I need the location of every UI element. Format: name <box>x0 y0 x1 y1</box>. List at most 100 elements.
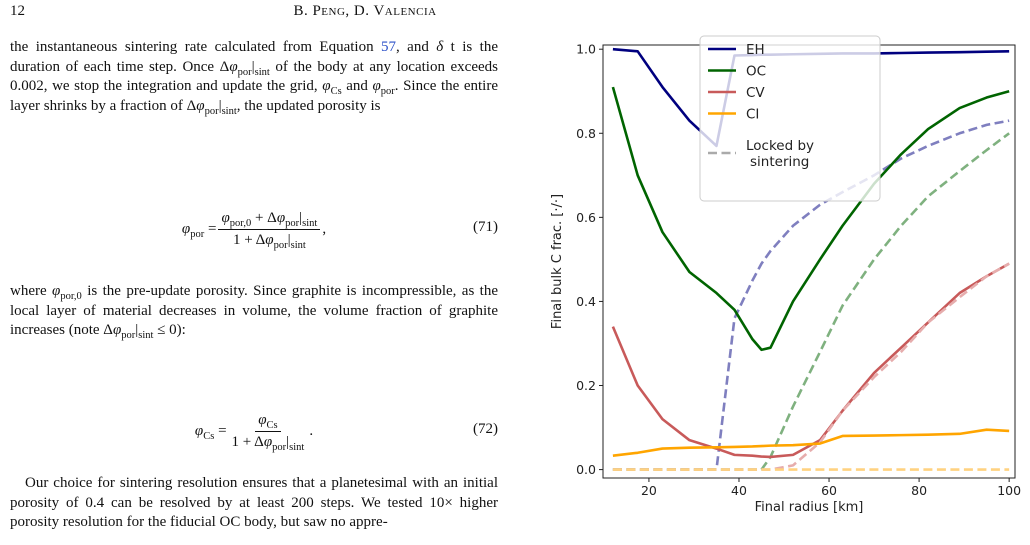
y-tick-label: 0.4 <box>576 294 596 309</box>
text-run: where <box>10 283 53 299</box>
locked-line <box>612 262 1010 471</box>
subscript: por <box>273 239 288 251</box>
fraction: φpor,0 + Δφpor|sint 1 + Δφpor|sint <box>218 209 321 251</box>
text-run: | <box>287 231 291 248</box>
subscript: sint <box>221 105 237 117</box>
y-tick-label: 1.0 <box>576 42 596 57</box>
text-run: Our choice for sintering resolution ensu… <box>10 475 498 531</box>
math-symbol: φ <box>196 97 205 114</box>
denominator: 1 + Δφpor|sint <box>229 432 308 453</box>
text-run: + Δ <box>251 209 277 226</box>
subscript: sint <box>138 330 154 342</box>
authors: B. Peng, D. Valencia <box>293 3 437 19</box>
math-symbol: φ <box>263 433 273 450</box>
line <box>611 86 1010 352</box>
text-run: | <box>135 322 139 339</box>
subscript: por <box>204 105 219 117</box>
subscript: sint <box>290 239 306 251</box>
math-symbol: φ <box>372 78 381 95</box>
equation-number: (72) <box>473 421 498 437</box>
x-tick-label: 100 <box>997 483 1021 498</box>
math-symbol: φ <box>322 78 331 95</box>
text-run: the instantaneous sintering rate calcula… <box>10 39 381 55</box>
text-run: | <box>218 97 222 114</box>
text-run: t is the duration of each time step. Onc… <box>10 39 498 75</box>
subscript: Cs <box>203 430 215 442</box>
subscript: sint <box>289 441 305 453</box>
equation-tail: . <box>309 423 313 440</box>
equation-link[interactable]: 57 <box>381 39 396 55</box>
subscript: por <box>237 66 252 78</box>
math-symbol: δ <box>436 39 444 55</box>
y-axis-label: Final bulk C frac. [·/·] <box>550 194 565 329</box>
text-run: 1 + Δ <box>231 433 264 450</box>
subscript: por <box>272 441 287 453</box>
line <box>611 262 1010 459</box>
fraction: φCs 1 + Δφpor|sint <box>229 411 308 453</box>
numerator: φCs <box>255 411 281 432</box>
text-run: is the pre-update porosity. Since graphi… <box>10 283 498 339</box>
y-tick-label: 0.8 <box>576 126 596 141</box>
math-symbol: φ <box>276 209 286 226</box>
text-run: . Since the entire layer shrinks by a fr… <box>10 78 498 114</box>
paragraph: the instantaneous sintering rate calcula… <box>10 38 498 117</box>
subscript: sint <box>254 66 270 78</box>
equation-tail: , <box>322 221 326 238</box>
subscript: por <box>380 86 395 98</box>
x-tick-label: 20 <box>641 483 657 498</box>
text-run: of the body at any location exceeds 0.00… <box>10 58 498 95</box>
x-tick-label: 40 <box>731 483 747 498</box>
equation-number: (71) <box>473 219 498 235</box>
subscript: Cs <box>266 419 278 431</box>
subscript: por,0 <box>229 217 252 229</box>
equation-lhs: φCs = <box>194 422 227 442</box>
legend-label: sintering <box>750 154 809 170</box>
text-run: . <box>309 422 314 439</box>
text-run: ≤ 0): <box>153 322 186 339</box>
paragraph: Our choice for sintering resolution ensu… <box>10 474 498 533</box>
math-symbol: φ <box>181 220 191 237</box>
equation: φCs = φCs 1 + Δφpor|sint. (72) <box>10 406 498 456</box>
y-tick-label: 0.2 <box>576 378 596 393</box>
math-symbol: φ <box>194 422 204 439</box>
paragraph: where φpor,0 is the pre-update porosity.… <box>10 282 498 341</box>
text-run: = <box>204 220 217 237</box>
text-run: , the updated porosity is <box>236 97 381 114</box>
subscript: sint <box>302 217 318 229</box>
subscript: Cs <box>330 86 342 98</box>
y-tick-label: 0.0 <box>576 462 596 477</box>
text-run: | <box>251 58 255 75</box>
page-number: 12 <box>10 3 25 19</box>
math-symbol: φ <box>258 411 267 428</box>
x-axis-label: Final radius [km] <box>755 500 864 515</box>
math-symbol: φ <box>112 322 122 339</box>
y-tick-label: 0.6 <box>576 210 596 225</box>
text-run: = <box>214 422 227 439</box>
text-run: , <box>322 220 327 237</box>
subscript: por <box>121 330 136 342</box>
subscript: por <box>190 228 205 240</box>
equation-body: φpor = φpor,0 + Δφpor|sint 1 + Δφpor|sint… <box>10 204 498 254</box>
equation-lhs: φpor = <box>181 220 217 240</box>
line <box>612 428 1010 458</box>
legend-label: Locked by <box>746 138 814 154</box>
text-run: | <box>299 209 303 226</box>
denominator: 1 + Δφpor|sint <box>230 230 309 251</box>
text-run: and <box>341 78 373 95</box>
numerator: φpor,0 + Δφpor|sint <box>218 209 321 230</box>
x-tick-label: 80 <box>911 483 927 498</box>
equation-body: φCs = φCs 1 + Δφpor|sint. <box>10 406 498 456</box>
text-run: , and <box>396 39 437 55</box>
legend-label: OC <box>746 64 766 80</box>
subscript: por <box>285 217 300 229</box>
subscript: por,0 <box>60 291 82 302</box>
chart: 0.0 0.2 0.4 0.6 0.8 1.0 20 40 60 80 100 Final radiu… <box>550 35 1021 515</box>
math-symbol: φ <box>52 283 61 299</box>
text-run: 1 + Δ <box>233 231 266 248</box>
math-symbol: φ <box>265 231 274 248</box>
math-symbol: φ <box>229 58 238 75</box>
legend-label: CI <box>746 107 759 123</box>
math-symbol: φ <box>221 209 230 226</box>
